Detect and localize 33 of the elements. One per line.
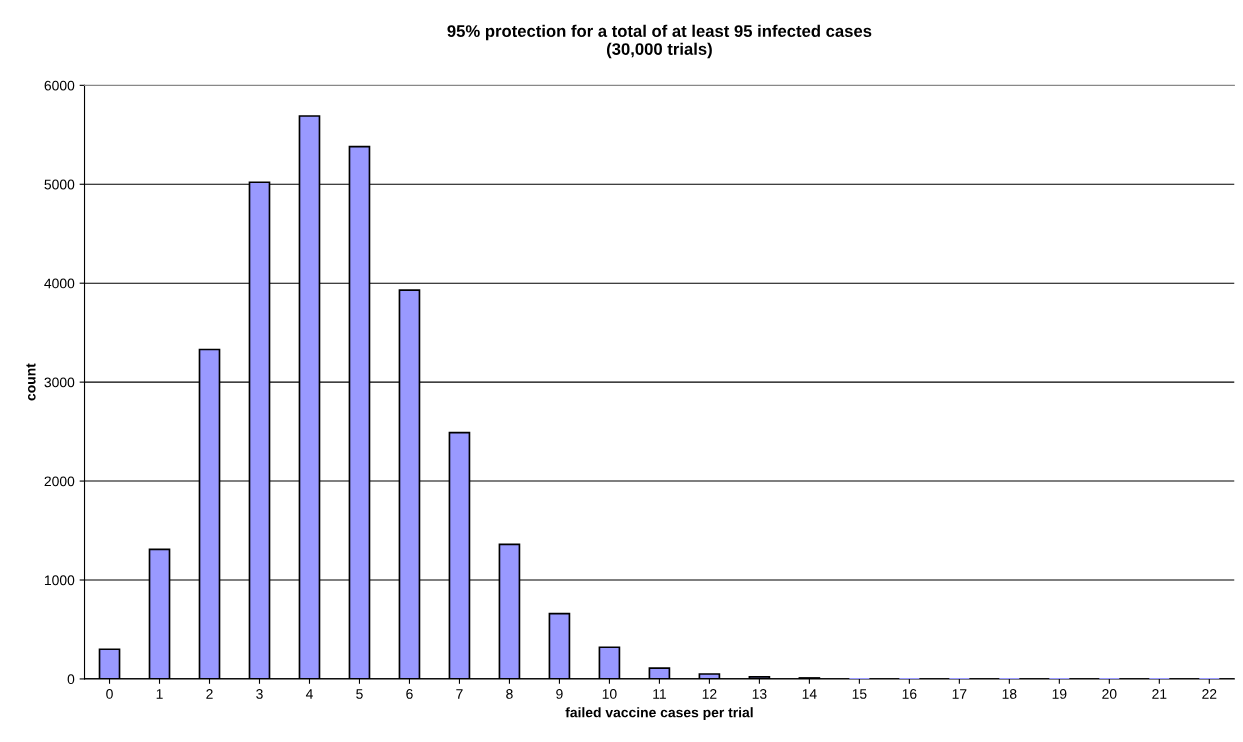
x-tick-label: 15 (852, 689, 867, 699)
x-tick-label: 10 (602, 689, 617, 699)
x-tick-label: 0 (106, 689, 113, 699)
x-tick-label: 8 (506, 689, 513, 699)
y-tick-label: 1000 (44, 575, 75, 586)
x-tick-label: 9 (556, 689, 563, 699)
x-tick-label: 4 (305, 689, 313, 699)
x-tick-label: 16 (902, 689, 917, 699)
y-axis-title: count (26, 363, 36, 401)
x-tick-label: 13 (752, 689, 767, 699)
x-tick-label: 21 (1152, 689, 1167, 699)
x-tick-label: 12 (702, 689, 717, 699)
x-tick-label: 3 (256, 689, 263, 699)
x-tick-label: 5 (356, 689, 363, 699)
x-tick-label: 11 (653, 689, 666, 699)
x-tick-label: 19 (1052, 689, 1067, 699)
x-axis-title: failed vaccine cases per trial (565, 707, 753, 721)
x-tick-label: 18 (1002, 689, 1017, 699)
x-tick-label: 2 (206, 689, 213, 699)
x-tick-label: 7 (456, 689, 463, 699)
y-tick-label: 3000 (44, 377, 75, 388)
y-tick-label: 5000 (44, 179, 75, 190)
x-tick-label: 6 (406, 689, 413, 699)
y-tick-label: 2000 (44, 476, 75, 487)
x-tick-label: 17 (952, 689, 967, 699)
y-tick-label: 6000 (44, 80, 75, 91)
chart-title: 95% protection for a total of at least 95 infected cases (30,000 trials) (447, 24, 872, 59)
x-tick-label: 20 (1102, 689, 1117, 699)
x-tick-label: 14 (802, 689, 817, 699)
x-tick-label: 1 (156, 689, 163, 699)
y-tick-label: 0 (67, 674, 75, 685)
y-tick-label: 4000 (44, 278, 75, 289)
x-tick-label: 22 (1202, 689, 1217, 699)
